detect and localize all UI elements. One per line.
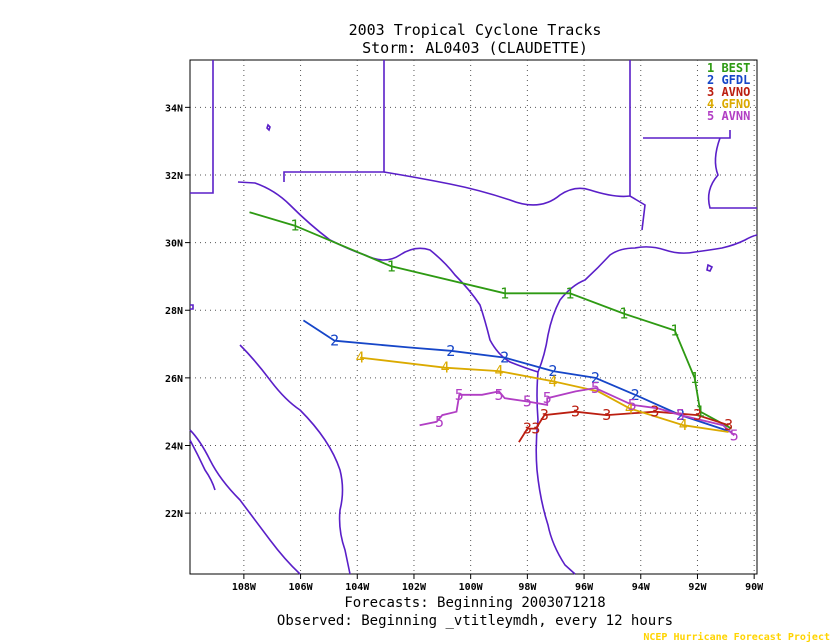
track-marker-gfdl: 2	[676, 406, 685, 424]
legend-item-gfno: 4 GFNO	[707, 97, 750, 111]
track-marker-gfdl: 2	[330, 332, 339, 350]
y-tick-label: 22N	[165, 509, 183, 520]
track-marker-gfno: 4	[679, 416, 688, 434]
track-line-avno	[518, 410, 729, 443]
track-marker-avno: 3	[571, 403, 580, 421]
plot-frame	[189, 59, 758, 575]
track-marker-avnn: 5	[543, 389, 552, 407]
x-axis-ticks: 108W 106W 104W 102W 100W 98W 96W 94W 92W 90W	[232, 574, 764, 593]
track-marker-gfdl: 2	[446, 342, 455, 360]
baja-coast	[189, 429, 301, 575]
x-tick-label: 90W	[745, 582, 764, 593]
track-marker-avnn: 5	[435, 413, 444, 431]
track-marker-gfdl: 2	[500, 349, 509, 367]
lake-outline	[266, 123, 271, 132]
island	[190, 304, 194, 310]
ms-river	[707, 137, 757, 209]
track-marker-best: 1	[619, 305, 628, 323]
track-marker-avnn: 5	[591, 379, 600, 397]
track-marker-gfno: 4	[625, 399, 634, 417]
track-line-avnn	[419, 387, 735, 437]
x-tick-label: 100W	[459, 582, 484, 593]
credit-text: NCEP Hurricane Forecast Project	[643, 631, 830, 643]
track-line-gfno	[359, 356, 729, 433]
track-marker-avnn: 5	[730, 426, 739, 444]
track-marker-avno: 3	[540, 406, 549, 424]
y-tick-label: 24N	[165, 442, 183, 453]
track-marker-avno: 3	[602, 406, 611, 424]
x-tick-label: 92W	[688, 582, 707, 593]
red-river-border	[383, 171, 631, 206]
x-tick-label: 96W	[575, 582, 594, 593]
x-tick-label: 104W	[345, 582, 370, 593]
gulf-coast-texas	[537, 234, 758, 373]
x-tick-label: 94W	[632, 582, 651, 593]
y-tick-label: 30N	[165, 239, 183, 250]
y-tick-label: 34N	[165, 103, 183, 114]
texas-ok-border	[283, 60, 385, 182]
y-tick-label: 26N	[165, 374, 183, 385]
track-marker-gfno: 4	[441, 359, 450, 377]
legend-item-best: 1 BEST	[707, 61, 750, 75]
texas-nm-border	[190, 60, 214, 194]
track-marker-gfdl: 2	[631, 386, 640, 404]
la-ar-border	[629, 60, 646, 231]
gridlines	[190, 60, 757, 574]
track-marker-avnn: 5	[628, 396, 637, 414]
mexico-pacific-coast	[239, 344, 351, 575]
track-marker-best: 1	[696, 403, 705, 421]
x-tick-label: 102W	[402, 582, 427, 593]
track-marker-gfno: 4	[548, 372, 557, 390]
track-marker-avnn: 5	[494, 386, 503, 404]
storm-tracks	[249, 211, 735, 443]
track-marker-best: 1	[387, 257, 396, 275]
x-tick-label: 108W	[232, 582, 257, 593]
chart-title: 2003 Tropical Cyclone Tracks	[349, 21, 602, 39]
track-marker-best: 1	[565, 284, 574, 302]
legend-item-avnn: 5 AVNN	[707, 109, 750, 123]
track-marker-best: 1	[290, 217, 299, 235]
x-tick-label: 106W	[289, 582, 314, 593]
coastline-and-borders	[189, 60, 758, 575]
track-marker-avnn: 5	[676, 406, 685, 424]
track-marker-gfdl: 2	[591, 369, 600, 387]
track-line-best	[249, 211, 732, 430]
observed-caption: Observed: Beginning _vtitleymdh, every 1…	[277, 613, 673, 629]
gulf-of-california	[189, 439, 216, 491]
track-marker-gfno: 4	[356, 349, 365, 367]
chart-subtitle: Storm: AL0403 (CLAUDETTE)	[362, 39, 588, 57]
track-marker-avno: 3	[724, 416, 733, 434]
track-marker-avnn: 5	[523, 393, 532, 411]
track-marker-avno: 3	[531, 420, 540, 438]
track-marker-avno: 3	[523, 420, 532, 438]
track-marker-avno: 3	[693, 406, 702, 424]
y-tick-label: 28N	[165, 306, 183, 317]
track-marker-best: 1	[670, 322, 679, 340]
track-marker-best: 1	[500, 284, 509, 302]
forecasts-caption: Forecasts: Beginning 2003071218	[344, 595, 605, 611]
legend-item-gfdl: 2 GFDL	[707, 73, 750, 87]
y-axis-ticks: 22N 24N 26N 28N 30N 32N 34N	[165, 103, 190, 520]
track-marker-gfdl: 2	[548, 362, 557, 380]
track-marker-avnn: 5	[455, 386, 464, 404]
lake-2	[706, 263, 714, 272]
track-marker-best: 1	[690, 369, 699, 387]
track-line-gfdl	[302, 319, 732, 433]
track-marker-avno: 3	[650, 403, 659, 421]
la-ms-border	[643, 130, 731, 139]
track-marker-gfno: 4	[494, 362, 503, 380]
rio-grande	[237, 181, 539, 373]
legend-item-avno: 3 AVNO	[707, 85, 750, 99]
x-tick-label: 98W	[518, 582, 537, 593]
mexico-gulf-coast	[535, 371, 576, 575]
y-tick-label: 32N	[165, 171, 183, 182]
